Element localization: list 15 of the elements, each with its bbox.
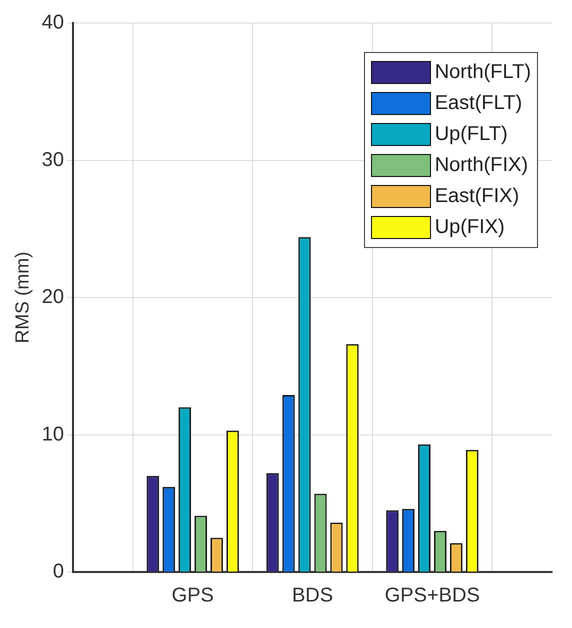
- x-tick-label: GPS: [172, 584, 214, 607]
- y-axis-title: RMS (mm): [12, 252, 34, 344]
- legend-label: Up(FIX): [434, 216, 505, 239]
- y-tick-label: 0: [52, 560, 64, 583]
- legend-label: East(FIX): [434, 185, 520, 208]
- legend-label: North(FIX): [434, 154, 528, 177]
- y-tick-label: 40: [42, 12, 64, 34]
- y-tick-label: 30: [42, 148, 64, 171]
- x-tick-label: GPS+BDS: [384, 584, 480, 607]
- y-tick-label: 10: [42, 423, 64, 446]
- legend-label: East(FLT): [434, 92, 522, 115]
- x-tick-label: BDS: [292, 584, 334, 607]
- legend-label: North(FLT): [434, 61, 531, 84]
- legend-label: Up(FLT): [434, 123, 508, 146]
- y-tick-label: 20: [42, 286, 64, 308]
